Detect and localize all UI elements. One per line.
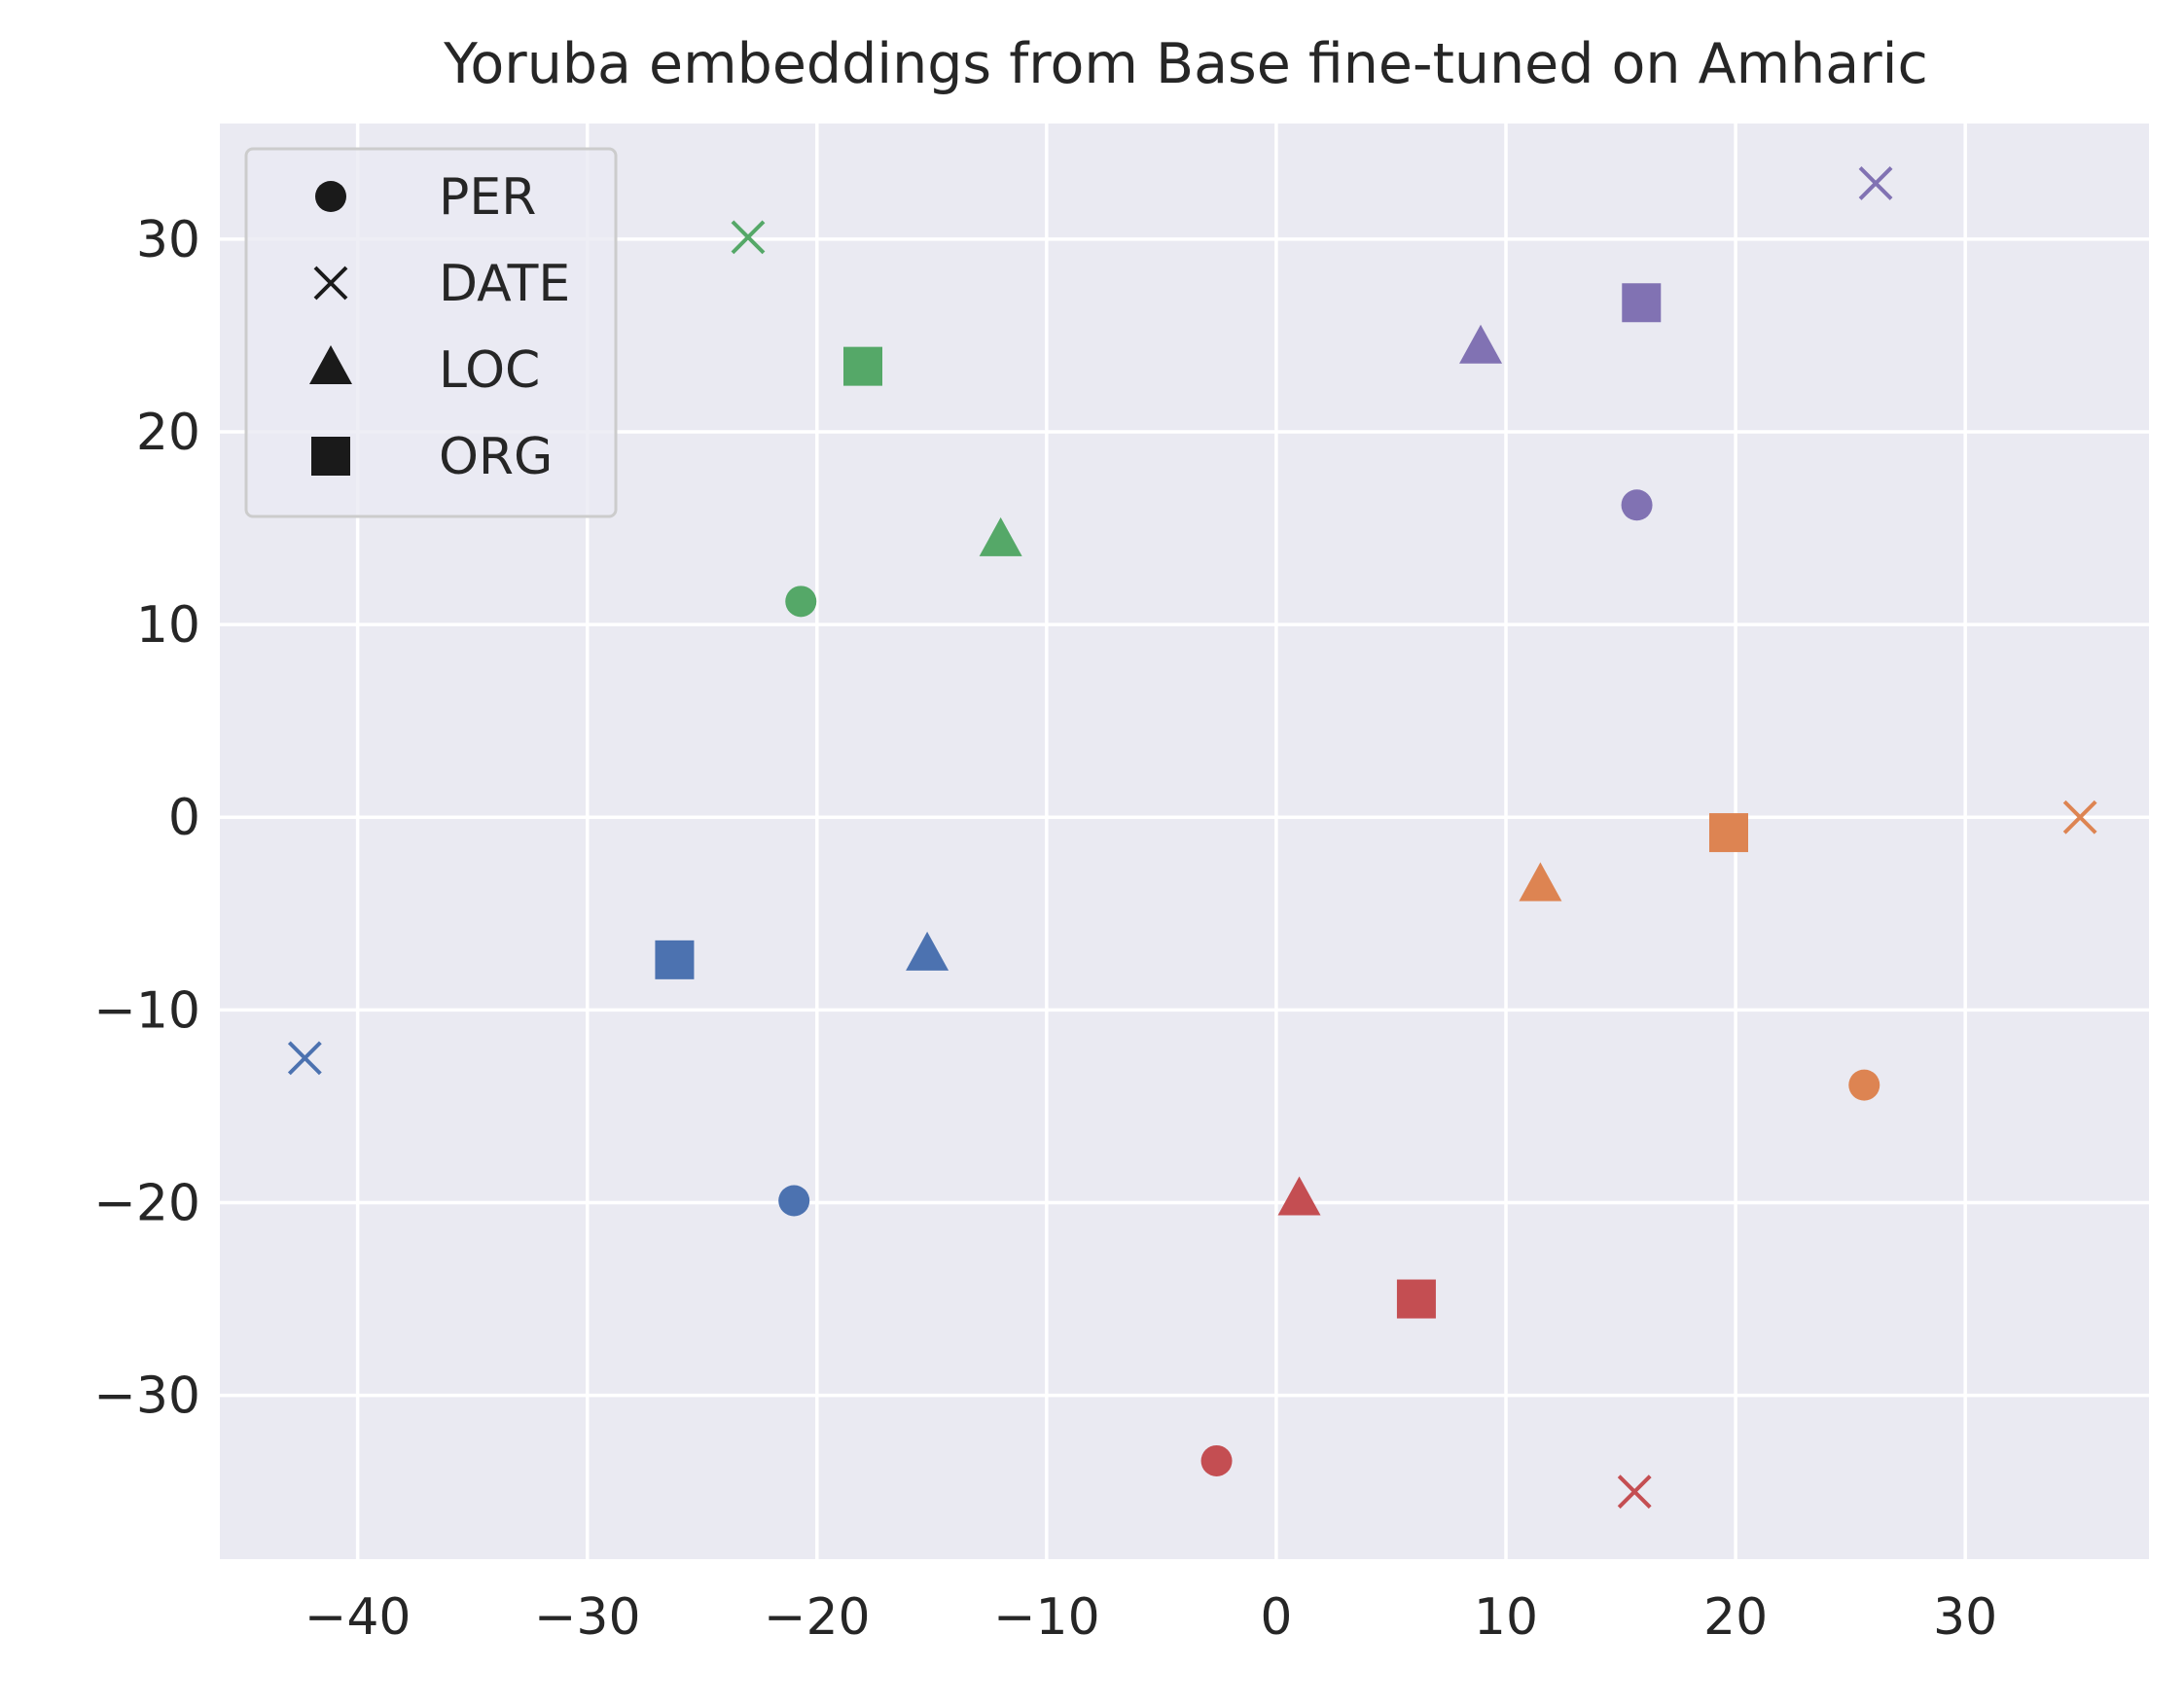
legend-label: PER xyxy=(439,168,536,227)
data-point-triangle xyxy=(1459,324,1503,364)
legend-frame xyxy=(244,147,618,518)
data-point-x xyxy=(287,1041,322,1076)
legend-marker-square xyxy=(311,437,350,476)
data-point-circle xyxy=(778,1185,810,1217)
data-point-triangle xyxy=(1519,862,1562,902)
x-tick-label: −40 xyxy=(304,1588,412,1647)
y-tick-label: −10 xyxy=(93,981,200,1040)
tick-labels: −40 −30 −20 −10 0 10 20 30 −30 −20 −10 0 10 20 30 xyxy=(93,211,1997,1647)
data-point-square xyxy=(1708,813,1748,853)
x-tick-label: 10 xyxy=(1474,1588,1538,1647)
data-point-triangle xyxy=(979,516,1022,556)
x-tick-label: 0 xyxy=(1260,1588,1292,1647)
data-point-circle xyxy=(1621,489,1653,521)
x-tick-label: 30 xyxy=(1933,1588,1997,1647)
y-tick-label: 30 xyxy=(136,211,200,269)
data-point-square xyxy=(1396,1279,1436,1319)
x-tick-label: −20 xyxy=(764,1588,871,1647)
y-tick-label: 0 xyxy=(168,789,200,847)
y-tick-label: 20 xyxy=(136,404,200,462)
data-points xyxy=(287,166,2097,1510)
legend-marker-triangle xyxy=(309,345,352,384)
legend-label: ORG xyxy=(439,428,553,486)
legend-marker-circle xyxy=(315,181,346,212)
y-tick-label: −20 xyxy=(93,1174,200,1232)
data-point-circle xyxy=(1200,1444,1233,1476)
data-point-x xyxy=(731,220,766,255)
legend: PER DATE LOC ORG xyxy=(244,147,618,518)
y-tick-label: −30 xyxy=(93,1368,200,1426)
chart-title: Yoruba embeddings from Base fine-tuned o… xyxy=(443,32,1928,96)
legend-label: DATE xyxy=(439,255,570,313)
data-point-circle xyxy=(785,586,817,618)
data-point-x xyxy=(1617,1474,1652,1510)
legend-marker-x xyxy=(313,266,348,301)
data-point-x xyxy=(2062,799,2097,835)
data-point-square xyxy=(1622,283,1662,323)
y-tick-label: 10 xyxy=(136,596,200,655)
data-point-circle xyxy=(1848,1069,1880,1101)
legend-label: LOC xyxy=(439,341,540,400)
x-tick-label: −10 xyxy=(993,1588,1100,1647)
data-point-x xyxy=(1858,166,1893,200)
data-point-square xyxy=(655,940,695,979)
data-point-triangle xyxy=(1277,1176,1321,1216)
data-point-square xyxy=(843,346,882,386)
x-tick-label: 20 xyxy=(1703,1588,1768,1647)
grid xyxy=(220,124,2149,1559)
x-tick-label: −30 xyxy=(534,1588,641,1647)
data-point-triangle xyxy=(906,931,949,971)
